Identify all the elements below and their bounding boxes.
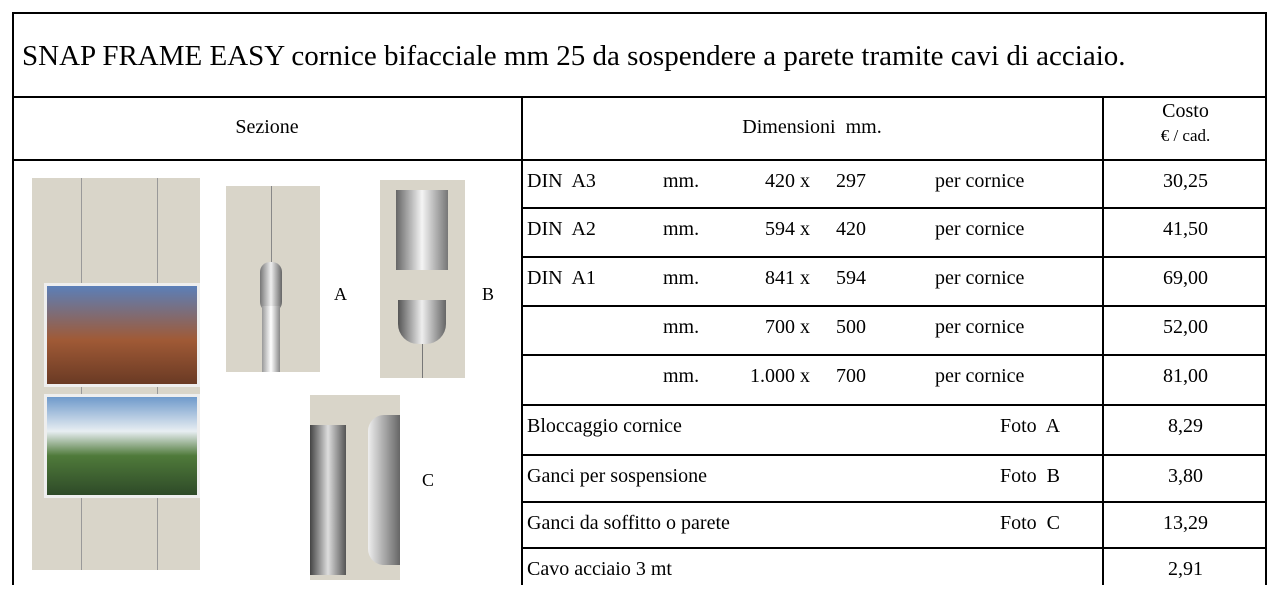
photo-ref: Foto C <box>1000 512 1061 534</box>
photo <box>32 178 200 570</box>
unit: mm. <box>663 365 700 387</box>
per: per cornice <box>935 218 1025 240</box>
cost: 3,80 <box>1168 465 1203 487</box>
cost: 41,50 <box>1163 218 1208 240</box>
photo-ref: Foto B <box>1000 465 1061 487</box>
border <box>12 96 1267 98</box>
row-line <box>522 207 1267 209</box>
unit: mm. <box>663 170 700 192</box>
cost: 30,25 <box>1163 170 1208 192</box>
photo-label: B <box>482 284 495 304</box>
item-name: Bloccaggio cornice <box>527 415 682 437</box>
item-name: DIN A3 <box>527 170 596 192</box>
border <box>12 159 1267 161</box>
item-name: Cavo acciaio 3 mt <box>527 558 672 580</box>
cost: 13,29 <box>1163 512 1208 534</box>
cost: 81,00 <box>1163 365 1208 387</box>
unit: mm. <box>663 267 700 289</box>
width: 420 x <box>765 170 810 192</box>
row-line <box>522 404 1267 406</box>
per: per cornice <box>935 267 1025 289</box>
border <box>521 96 523 585</box>
photo <box>310 395 400 580</box>
header: € / cad. <box>1160 126 1211 145</box>
border <box>12 12 14 585</box>
row-line <box>522 305 1267 307</box>
width: 1.000 x <box>750 365 810 387</box>
height: 594 <box>836 267 866 289</box>
row-line <box>522 501 1267 503</box>
photo-label: A <box>334 284 347 304</box>
item-name: DIN A1 <box>527 267 596 289</box>
unit: mm. <box>663 218 700 240</box>
photo-label: C <box>422 470 435 490</box>
header: Sezione <box>235 116 299 138</box>
item-name: Ganci per sospensione <box>527 465 707 487</box>
photo <box>226 186 320 372</box>
title: SNAP FRAME EASY cornice bifacciale mm 25… <box>22 40 1126 72</box>
border <box>12 12 1267 14</box>
height: 500 <box>836 316 866 338</box>
per: per cornice <box>935 316 1025 338</box>
row-line <box>522 354 1267 356</box>
header: Dimensioni mm. <box>742 116 882 138</box>
height: 420 <box>836 218 866 240</box>
per: per cornice <box>935 365 1025 387</box>
border <box>1265 12 1267 585</box>
width: 700 x <box>765 316 810 338</box>
item-name: Ganci da soffitto o parete <box>527 512 730 534</box>
width: 594 x <box>765 218 810 240</box>
width: 841 x <box>765 267 810 289</box>
cost: 2,91 <box>1168 558 1203 580</box>
photo <box>380 180 465 378</box>
item-name: DIN A2 <box>527 218 596 240</box>
row-line <box>522 454 1267 456</box>
cost: 8,29 <box>1168 415 1203 437</box>
cost: 52,00 <box>1163 316 1208 338</box>
header: Costo <box>1162 100 1209 122</box>
row-line <box>522 256 1267 258</box>
unit: mm. <box>663 316 700 338</box>
height: 297 <box>836 170 866 192</box>
row-line <box>522 547 1267 549</box>
photo-ref: Foto A <box>1000 415 1061 437</box>
height: 700 <box>836 365 866 387</box>
border <box>1102 96 1104 585</box>
cost: 69,00 <box>1163 267 1208 289</box>
per: per cornice <box>935 170 1025 192</box>
